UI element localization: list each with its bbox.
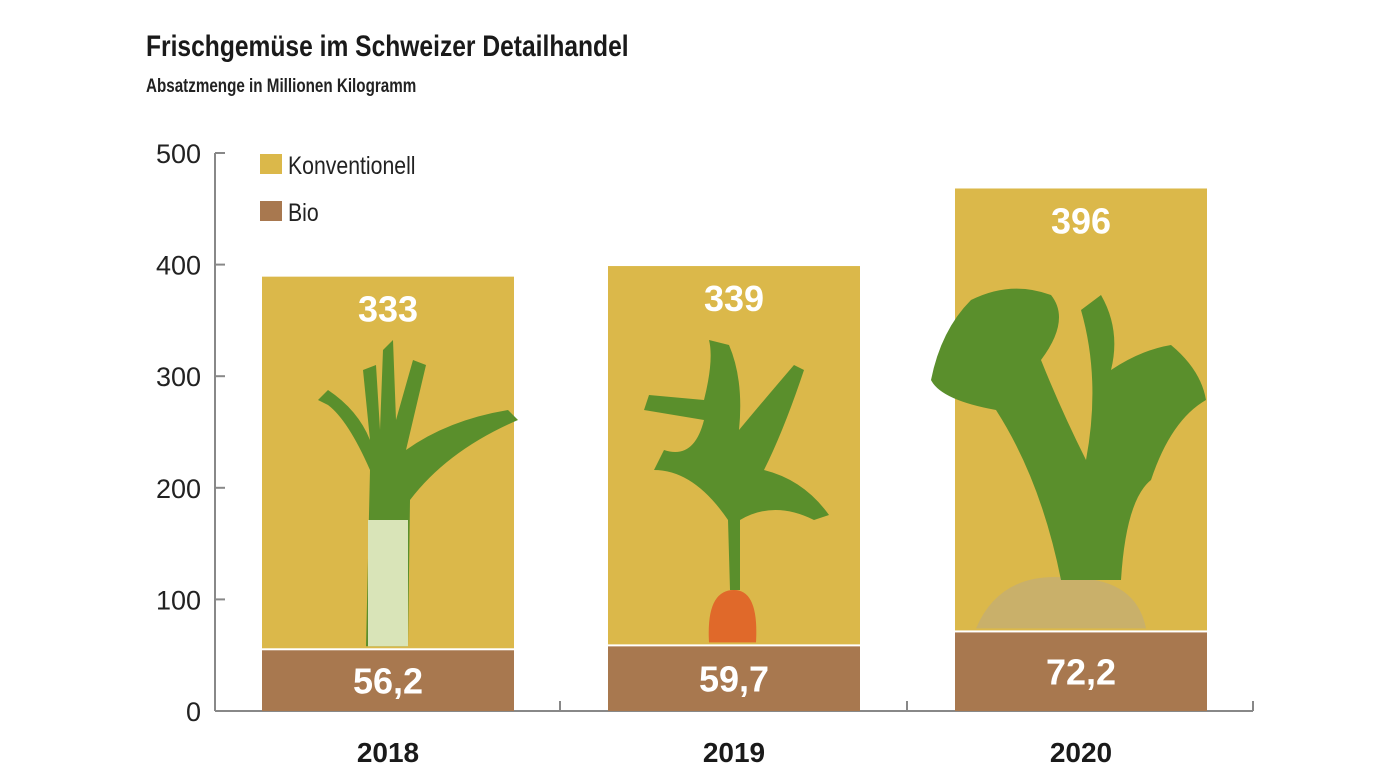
y-tick-label: 300 [156, 362, 201, 392]
carrot-icon [644, 340, 829, 643]
data-label-konventionell: 396 [1051, 200, 1111, 241]
y-tick-label: 400 [156, 251, 201, 281]
y-tick-label: 500 [156, 139, 201, 169]
data-label-konventionell: 339 [704, 278, 764, 319]
y-tick-label: 200 [156, 474, 201, 504]
bar-bio-2020 [955, 632, 1207, 711]
x-tick-label: 2019 [703, 737, 765, 768]
legend-swatch-konventionell [260, 154, 282, 174]
data-label-konventionell: 333 [358, 289, 418, 330]
legend-label-konventionell: Konventionell [288, 151, 416, 179]
bar-bio-2018 [262, 650, 514, 711]
legend-swatch-bio [260, 201, 282, 221]
chart-title: Frischgemüse im Schweizer Detailhandel [146, 30, 629, 63]
celeriac-icon [931, 288, 1206, 629]
data-label-bio: 59,7 [699, 659, 769, 700]
leek-icon [318, 340, 518, 647]
x-tick-label: 2020 [1050, 737, 1112, 768]
y-tick-label: 100 [156, 585, 201, 615]
data-label-bio: 72,2 [1046, 652, 1116, 693]
chart-subtitle: Absatzmenge in Millionen Kilogramm [146, 76, 417, 97]
bar-bio-2019 [608, 646, 860, 711]
y-tick-label: 0 [186, 697, 201, 727]
data-label-bio: 56,2 [353, 661, 423, 702]
x-tick-label: 2018 [357, 737, 419, 768]
legend-label-bio: Bio [288, 198, 319, 226]
